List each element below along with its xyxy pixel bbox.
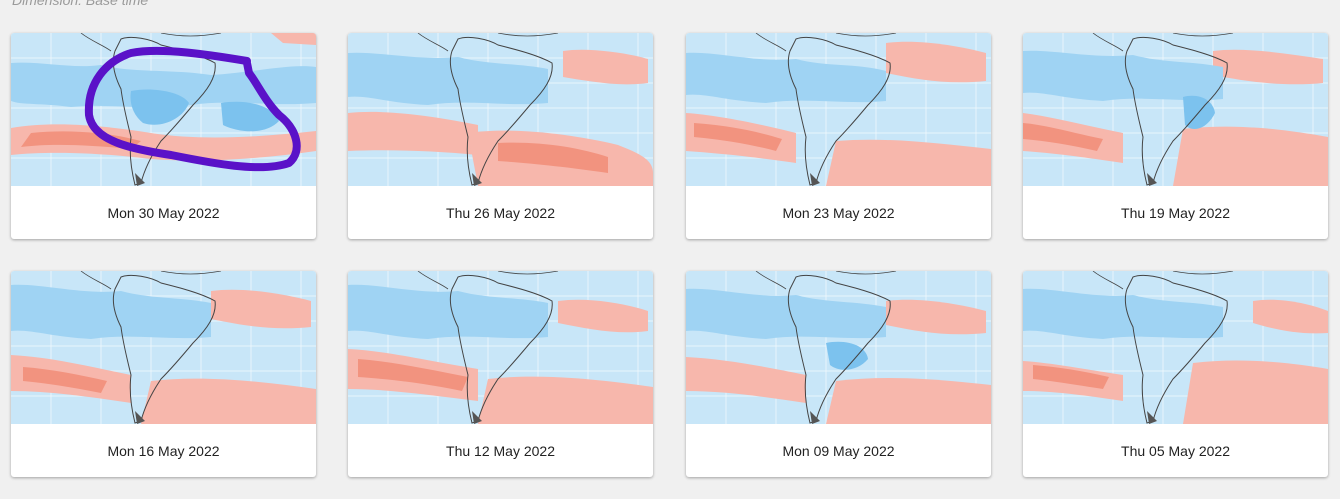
dimension-label: Dimension: Base time xyxy=(12,0,149,8)
forecast-card[interactable]: Thu 19 May 2022 xyxy=(1023,33,1328,239)
forecast-card[interactable]: Mon 16 May 2022 xyxy=(11,271,316,477)
card-date-label: Thu 05 May 2022 xyxy=(1121,442,1230,459)
anomaly-map xyxy=(11,33,316,186)
card-date-label: Thu 12 May 2022 xyxy=(446,442,555,459)
anomaly-map xyxy=(1023,271,1328,424)
card-date-label: Mon 23 May 2022 xyxy=(782,204,895,221)
anomaly-map xyxy=(348,271,653,424)
card-date-label: Mon 16 May 2022 xyxy=(107,442,220,459)
forecast-card[interactable]: Thu 12 May 2022 xyxy=(348,271,653,477)
anomaly-map xyxy=(11,271,316,424)
anomaly-map xyxy=(686,271,991,424)
anomaly-map xyxy=(686,33,991,186)
forecast-card[interactable]: Mon 09 May 2022 xyxy=(686,271,991,477)
forecast-card[interactable]: Thu 26 May 2022 xyxy=(348,33,653,239)
forecast-card[interactable]: Mon 30 May 2022 xyxy=(11,33,316,239)
anomaly-map xyxy=(348,33,653,186)
card-date-label: Mon 09 May 2022 xyxy=(782,442,895,459)
forecast-card[interactable]: Mon 23 May 2022 xyxy=(686,33,991,239)
card-date-label: Thu 19 May 2022 xyxy=(1121,204,1230,221)
anomaly-map xyxy=(1023,33,1328,186)
card-date-label: Thu 26 May 2022 xyxy=(446,204,555,221)
forecast-card[interactable]: Thu 05 May 2022 xyxy=(1023,271,1328,477)
card-date-label: Mon 30 May 2022 xyxy=(107,204,220,221)
